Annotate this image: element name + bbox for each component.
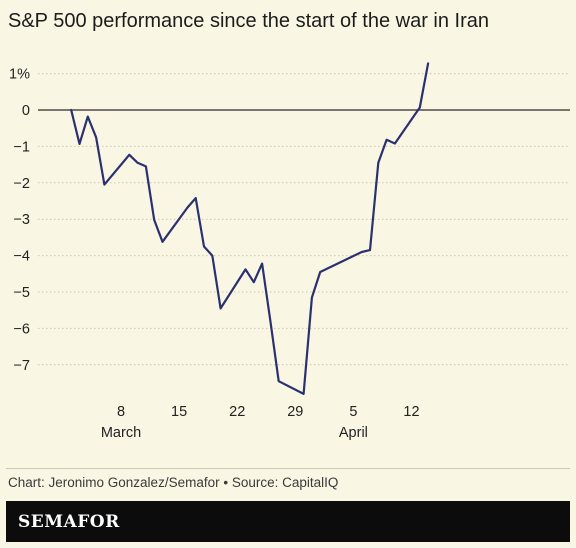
x-axis-labels: 8 March 15 22 29 5 April 12 (101, 404, 420, 441)
x-tick-label: 8 (117, 404, 125, 420)
y-tick-label: 1% (9, 67, 30, 83)
x-tick-label: 29 (287, 404, 303, 420)
y-axis-labels: 1% 0 −1 −2 −3 −4 −5 −6 −7 (9, 67, 30, 374)
y-tick-label: −7 (13, 358, 30, 374)
x-tick-label: 5 (349, 404, 357, 420)
x-tick-label: 22 (229, 404, 245, 420)
x-month-label: March (101, 425, 141, 441)
chart-credit: Chart: Jeronimo Gonzalez/Semafor • Sourc… (8, 475, 339, 490)
y-tick-label: −5 (13, 285, 30, 301)
line-chart: 1% 0 −1 −2 −3 −4 −5 −6 −7 8 March 15 22 29 5 April 12 (9, 62, 570, 441)
y-tick-label: −4 (13, 249, 30, 265)
y-tick-label: −2 (13, 176, 30, 192)
gridlines (38, 73, 570, 366)
x-tick-label: 15 (171, 404, 187, 420)
x-month-label: April (339, 425, 368, 441)
series-line (70, 62, 430, 395)
chart-title: S&P 500 performance since the start of t… (8, 10, 489, 32)
x-tick-label: 12 (403, 404, 419, 420)
footer-bar: SEMAFOR (6, 501, 570, 542)
y-tick-label: −3 (13, 212, 30, 228)
y-tick-label: −1 (13, 139, 30, 155)
y-tick-label: 0 (22, 103, 30, 119)
series-layer (70, 62, 430, 395)
y-tick-label: −6 (13, 321, 30, 337)
brand-logo: SEMAFOR (18, 512, 120, 532)
footer-divider (6, 468, 570, 469)
